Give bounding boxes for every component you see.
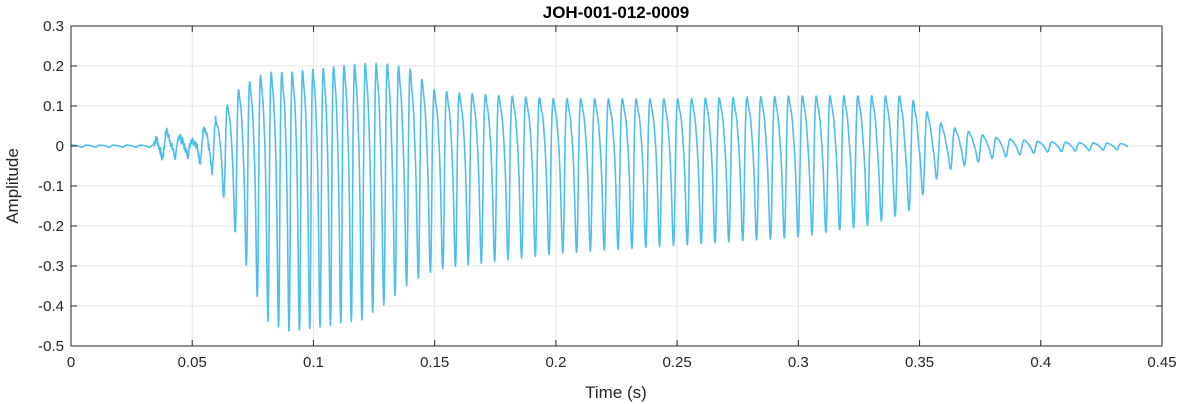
y-tick-label: 0.2 [43,58,64,75]
x-tick-label: 0.45 [1147,354,1176,371]
x-tick-label: 0.05 [178,354,207,371]
y-tick-label: -0.5 [38,338,64,355]
y-tick-label: 0.3 [43,18,64,35]
waveform-series-line [70,62,1129,332]
y-tick-label: 0 [56,138,64,155]
x-tick-label: 0.1 [303,354,324,371]
x-axis-label: Time (s) [585,383,647,402]
y-tick-label: -0.4 [38,298,64,315]
x-tick-label: 0.15 [420,354,449,371]
x-tick-label: 0.3 [788,354,809,371]
x-tick-label: 0.25 [663,354,692,371]
series-layer [70,62,1129,332]
y-axis-label: Amplitude [3,148,22,224]
x-tick-label: 0 [67,354,75,371]
y-tick-label: 0.1 [43,98,64,115]
ticks: 0 0.05 0.1 0.15 0.2 0.25 0.3 0.35 0.4 0.45 0.3 0.2 0… [38,18,1176,371]
x-tick-label: 0.4 [1030,354,1051,371]
x-tick-label: 0.2 [545,354,566,371]
y-tick-label: -0.2 [38,218,64,235]
y-tick-label: -0.3 [38,258,64,275]
x-tick-label: 0.35 [905,354,934,371]
y-tick-label: -0.1 [38,178,64,195]
chart-title: JOH-001-012-0009 [543,3,689,22]
